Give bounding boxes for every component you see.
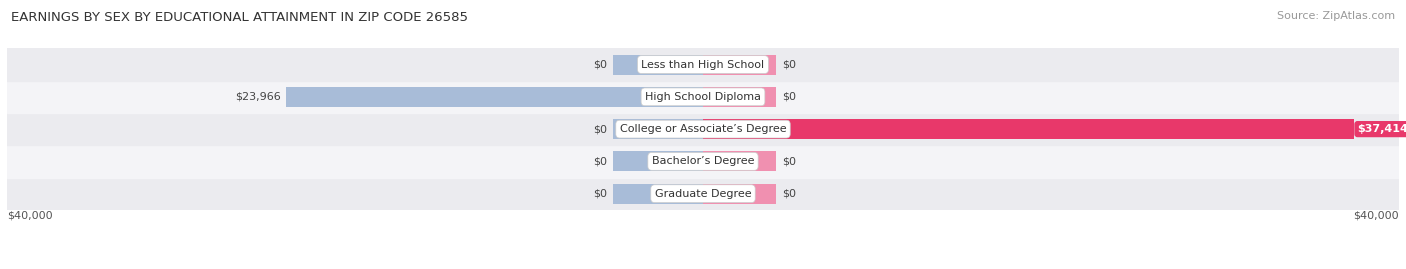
Text: $23,966: $23,966 [235, 92, 280, 102]
Text: EARNINGS BY SEX BY EDUCATIONAL ATTAINMENT IN ZIP CODE 26585: EARNINGS BY SEX BY EDUCATIONAL ATTAINMEN… [11, 11, 468, 24]
Bar [285, 87, 703, 107]
Bar [7, 113, 1399, 145]
Text: College or Associate’s Degree: College or Associate’s Degree [620, 124, 786, 134]
Text: $0: $0 [593, 59, 607, 70]
Bar [703, 87, 776, 107]
Text: $37,414: $37,414 [1357, 124, 1406, 134]
Text: $0: $0 [782, 156, 796, 167]
Text: $40,000: $40,000 [1354, 210, 1399, 221]
Bar [7, 81, 1399, 113]
Text: Less than High School: Less than High School [641, 59, 765, 70]
Text: Source: ZipAtlas.com: Source: ZipAtlas.com [1277, 11, 1395, 21]
Bar [703, 119, 1354, 139]
Text: $0: $0 [782, 92, 796, 102]
Bar [7, 48, 1399, 81]
Bar [703, 55, 776, 75]
Bar [7, 178, 1399, 210]
Text: $0: $0 [593, 124, 607, 134]
Text: High School Diploma: High School Diploma [645, 92, 761, 102]
Text: $40,000: $40,000 [7, 210, 52, 221]
Text: $0: $0 [782, 189, 796, 199]
Bar [7, 145, 1399, 178]
Text: $0: $0 [782, 59, 796, 70]
Text: Graduate Degree: Graduate Degree [655, 189, 751, 199]
Text: Bachelor’s Degree: Bachelor’s Degree [652, 156, 754, 167]
Bar [613, 151, 703, 171]
Bar [613, 55, 703, 75]
Bar [703, 151, 776, 171]
Bar [703, 184, 776, 204]
Bar [613, 119, 703, 139]
Bar [613, 184, 703, 204]
Text: $0: $0 [593, 189, 607, 199]
Text: $0: $0 [593, 156, 607, 167]
